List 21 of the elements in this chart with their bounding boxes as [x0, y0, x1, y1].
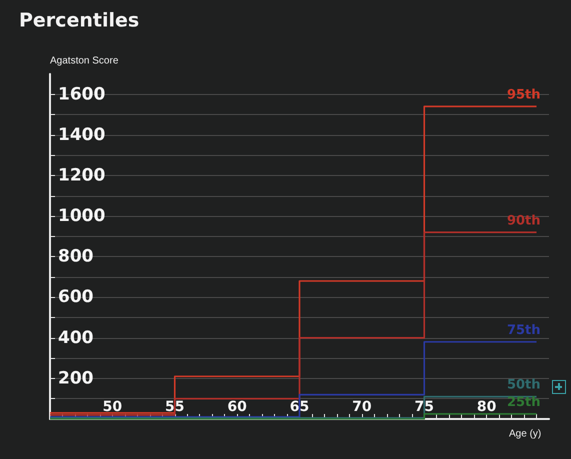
- y-tick-label: 1600: [58, 84, 106, 104]
- series-label: 90th: [506, 213, 541, 228]
- y-tick-label: 1400: [58, 124, 106, 145]
- x-tick-label: 75: [414, 399, 434, 415]
- x-tick-label: 70: [352, 399, 372, 415]
- chart-title: Percentiles: [19, 10, 140, 32]
- y-tick-label: 600: [58, 287, 94, 308]
- y-tick-label: 800: [58, 246, 94, 267]
- x-tick-label: 60: [227, 399, 248, 415]
- series-label: 75th: [506, 322, 541, 338]
- series-label: 25th: [506, 394, 541, 410]
- y-tick-label: 1200: [58, 165, 106, 186]
- y-tick-label: 1000: [58, 206, 106, 226]
- y-tick-label: 200: [58, 368, 94, 388]
- series-label: 95th: [506, 87, 541, 102]
- x-axis-title: Age (y): [509, 428, 542, 440]
- x-tick-label: 80: [476, 399, 497, 415]
- y-axis-title: Agatston Score: [50, 56, 119, 66]
- x-tick-label: 50: [102, 399, 122, 415]
- y-tick-label: 400: [58, 328, 94, 348]
- series-label: 50th: [506, 378, 541, 393]
